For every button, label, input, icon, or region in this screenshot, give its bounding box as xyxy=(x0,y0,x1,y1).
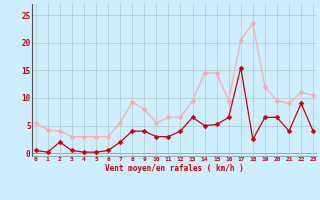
X-axis label: Vent moyen/en rafales ( km/h ): Vent moyen/en rafales ( km/h ) xyxy=(105,164,244,173)
